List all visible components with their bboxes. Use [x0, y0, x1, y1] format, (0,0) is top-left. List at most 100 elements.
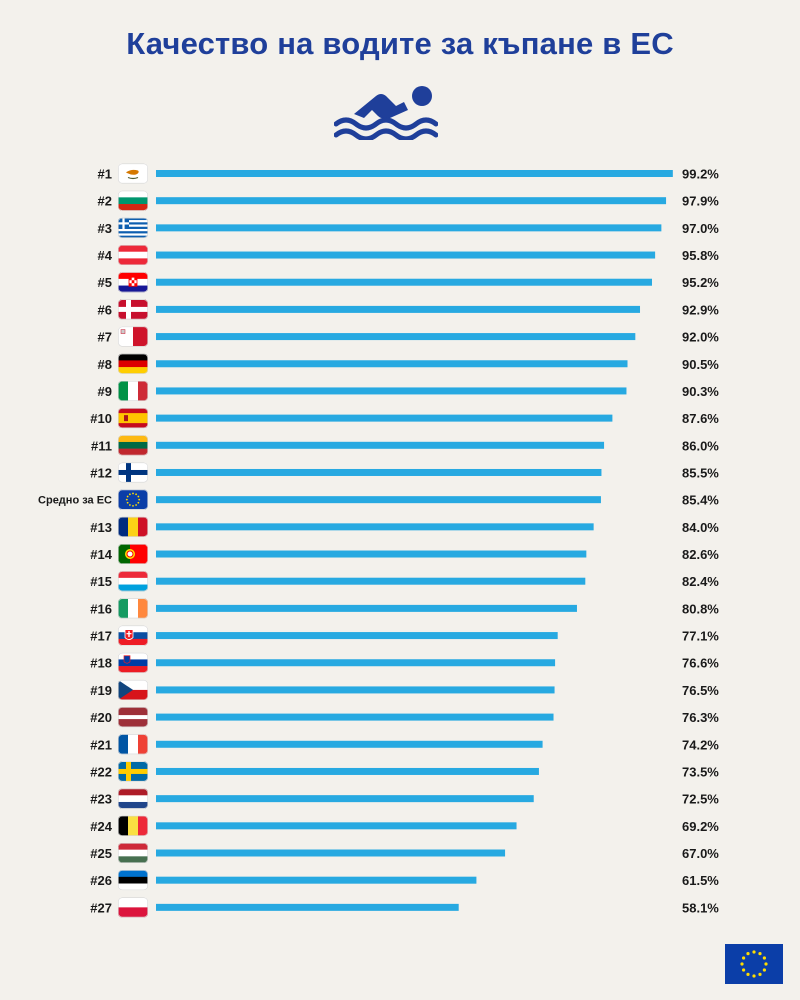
bar-row: #20 76.3% [90, 707, 719, 728]
estonia-flag-icon [118, 870, 148, 891]
value-label: 76.5% [682, 683, 719, 698]
rank-label: #23 [90, 792, 112, 807]
bar-row: #13 84.0% [90, 516, 719, 537]
rank-label: #3 [98, 221, 112, 236]
bar [156, 170, 673, 177]
bar [156, 767, 539, 775]
value-label: 58.1% [682, 900, 719, 915]
slovenia-flag-icon [118, 652, 148, 673]
bar-row: #2 97.9% [98, 190, 719, 211]
rank-label: #16 [90, 601, 112, 616]
bar-row: #5 95.2% [98, 272, 719, 293]
value-label: 85.4% [682, 493, 719, 508]
value-label: 76.3% [682, 710, 719, 725]
bar [156, 795, 534, 803]
rank-label: #21 [90, 737, 112, 752]
bar [156, 360, 628, 368]
value-label: 74.2% [682, 737, 719, 752]
value-label: 82.4% [682, 574, 719, 589]
eu-average-row: Средно за ЕС 85.4% [38, 489, 719, 510]
rank-label: #8 [98, 357, 112, 372]
bar [156, 387, 627, 395]
eu-average-label: Средно за ЕС [38, 495, 112, 507]
bar-row: #11 86.0% [91, 435, 719, 456]
rank-label: #2 [98, 194, 112, 209]
rank-label: #9 [98, 384, 112, 399]
bar-row: #14 82.6% [90, 544, 719, 565]
malta-flag-icon [118, 326, 148, 347]
value-label: 87.6% [682, 411, 719, 426]
value-label: 69.2% [682, 819, 719, 834]
european-union-flag-icon [118, 489, 148, 510]
romania-flag-icon [118, 516, 148, 537]
value-label: 84.0% [682, 520, 719, 535]
bar-row: #7 92.0% [98, 326, 719, 347]
bar [156, 632, 558, 640]
rank-label: #25 [90, 846, 112, 861]
value-label: 90.5% [682, 357, 719, 372]
bar [156, 740, 543, 748]
rank-label: #19 [90, 683, 112, 698]
rank-label: #6 [98, 302, 112, 317]
value-label: 95.8% [682, 248, 719, 263]
bar [156, 333, 636, 341]
sweden-flag-icon [118, 761, 148, 782]
value-label: 85.5% [682, 465, 719, 480]
bar-row: #23 72.5% [90, 788, 719, 809]
bulgaria-flag-icon [118, 190, 148, 211]
rank-label: #20 [90, 710, 112, 725]
bar [156, 604, 577, 612]
bar [156, 713, 554, 721]
bar-row: #16 80.8% [90, 598, 719, 619]
bar-row: #9 90.3% [98, 380, 719, 401]
bar-row: #19 76.5% [90, 679, 719, 700]
bar-row: #4 95.8% [98, 245, 719, 266]
page-title: Качество на водите за къпане в ЕС [126, 26, 674, 61]
bar-row: #1 99.2% [98, 163, 719, 184]
slovakia-flag-icon [118, 625, 148, 646]
poland-flag-icon [118, 897, 148, 918]
latvia-flag-icon [118, 707, 148, 728]
value-label: 72.5% [682, 792, 719, 807]
bar-row: #22 73.5% [90, 761, 719, 782]
rank-label: #12 [90, 465, 112, 480]
rank-label: #15 [90, 574, 112, 589]
bar [156, 876, 477, 884]
rank-label: #18 [90, 656, 112, 671]
value-label: 86.0% [682, 438, 719, 453]
bar-row: #10 87.6% [90, 408, 719, 429]
rank-label: #17 [90, 629, 112, 644]
luxembourg-flag-icon [118, 571, 148, 592]
bar [156, 441, 605, 449]
hungary-flag-icon [118, 843, 148, 863]
rank-label: #10 [90, 411, 112, 426]
bar-row: #18 76.6% [90, 652, 719, 673]
rank-label: #4 [98, 248, 113, 263]
rank-label: #5 [98, 275, 112, 290]
bar [156, 849, 506, 857]
bar [156, 686, 555, 694]
denmark-flag-icon [118, 299, 148, 320]
rank-label: #26 [90, 873, 112, 888]
czechia-flag-icon [118, 679, 148, 700]
bar-row: #8 90.5% [98, 353, 719, 374]
netherlands-flag-icon [118, 788, 148, 809]
bar-row: #15 82.4% [90, 571, 719, 592]
rank-label: #22 [90, 764, 112, 779]
bar [156, 577, 586, 585]
rank-label: #13 [90, 520, 112, 535]
bar [156, 903, 459, 911]
bar-row: #25 67.0% [90, 843, 719, 863]
rank-label: #7 [98, 330, 112, 345]
lithuania-flag-icon [118, 435, 148, 456]
bar [156, 468, 602, 476]
value-label: 67.0% [682, 846, 719, 861]
france-flag-icon [118, 734, 148, 755]
bar-row: #26 61.5% [90, 870, 719, 891]
value-label: 61.5% [682, 873, 719, 888]
italy-flag-icon [118, 380, 148, 401]
value-label: 80.8% [682, 601, 719, 616]
value-label: 97.9% [682, 194, 719, 209]
bar [156, 496, 601, 504]
